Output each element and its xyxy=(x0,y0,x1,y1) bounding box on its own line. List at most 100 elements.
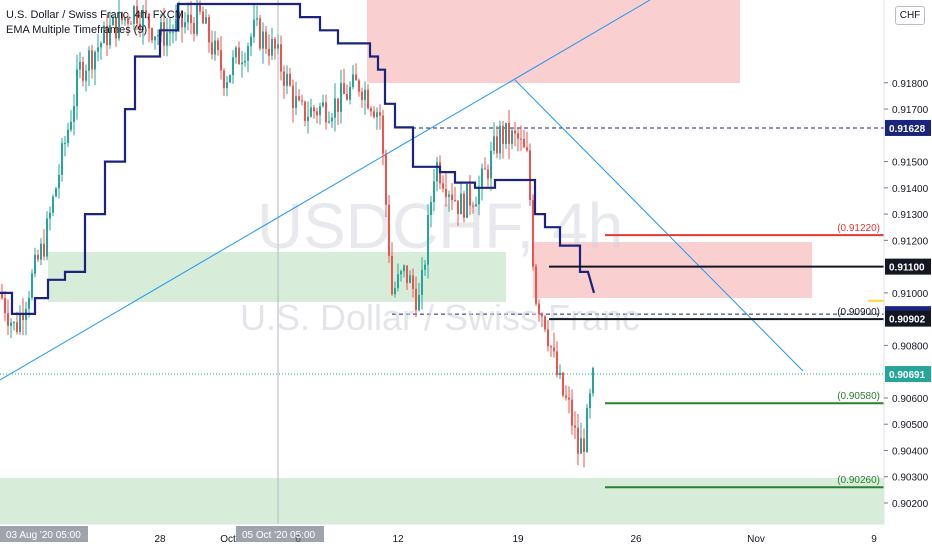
candle xyxy=(319,102,321,125)
candle-body xyxy=(580,438,582,454)
candle-body xyxy=(523,138,525,148)
candle xyxy=(145,0,147,19)
price-tick-label: 0.90800 xyxy=(892,341,929,352)
candle xyxy=(505,122,507,150)
candle-body xyxy=(508,122,510,144)
candle-body xyxy=(493,136,495,151)
candle-body xyxy=(109,25,111,46)
candle-body xyxy=(352,74,354,88)
candle-body xyxy=(46,218,48,257)
candle-body xyxy=(187,14,189,23)
candle xyxy=(427,204,429,279)
candle xyxy=(490,141,492,191)
candle xyxy=(511,127,513,150)
candle xyxy=(175,4,177,41)
candle xyxy=(64,136,66,157)
candle xyxy=(118,0,120,41)
candle-body xyxy=(355,74,357,81)
candle xyxy=(61,137,63,182)
price-axis: 0.91800 0.91700 0.91500 0.91400 0.91300 0.912… xyxy=(883,0,932,550)
candle-body xyxy=(298,96,300,101)
candle xyxy=(466,183,468,219)
candle-body xyxy=(364,89,366,100)
candle-body xyxy=(247,46,249,61)
candle-body xyxy=(436,162,438,182)
candle xyxy=(388,195,390,263)
candle xyxy=(226,75,228,97)
candle-body xyxy=(67,129,69,143)
candle-body xyxy=(91,50,93,70)
candle-body xyxy=(445,188,447,197)
candle xyxy=(310,98,312,118)
candle xyxy=(190,0,192,35)
ema-line xyxy=(0,2,596,315)
candle-body xyxy=(169,32,171,34)
candle xyxy=(208,14,210,53)
candle-body xyxy=(73,106,75,122)
candle xyxy=(571,389,573,435)
candle xyxy=(370,106,372,117)
candle-body xyxy=(280,44,282,72)
candle xyxy=(424,259,426,276)
candle xyxy=(313,104,315,119)
candle-body xyxy=(76,69,78,107)
candle xyxy=(358,78,360,97)
candle xyxy=(52,194,54,217)
candle xyxy=(448,190,450,212)
currency-button[interactable]: CHF xyxy=(895,6,925,25)
candle xyxy=(223,67,225,96)
candle xyxy=(25,301,27,336)
candle xyxy=(163,8,165,57)
crosshair-label-bg xyxy=(236,526,324,542)
candle xyxy=(430,196,432,228)
candle xyxy=(592,366,594,397)
candle xyxy=(484,157,486,170)
candle xyxy=(334,83,336,132)
candle-body xyxy=(391,255,393,295)
candle xyxy=(235,45,237,64)
candle-body xyxy=(442,183,444,189)
candle xyxy=(202,6,204,24)
candle xyxy=(559,364,561,380)
candle xyxy=(262,22,264,64)
candle xyxy=(562,371,564,398)
candle xyxy=(343,68,345,95)
candle-body xyxy=(214,40,216,55)
candle-body xyxy=(340,83,342,112)
candle xyxy=(553,332,555,358)
candle xyxy=(241,51,243,78)
candle xyxy=(544,315,546,332)
candle-body xyxy=(457,200,459,215)
candle-body xyxy=(475,204,477,207)
candle-body xyxy=(241,62,243,65)
candle xyxy=(55,186,57,198)
candle-body xyxy=(193,23,195,35)
candle-body xyxy=(310,107,312,117)
candle-body xyxy=(319,106,321,116)
candle-body xyxy=(502,125,504,145)
price-tag-bg xyxy=(885,366,931,383)
candle-body xyxy=(454,200,456,202)
candle xyxy=(307,101,309,134)
candle xyxy=(253,4,255,43)
candle-body xyxy=(136,6,138,24)
legend: U.S. Dollar / Swiss Franc, 4h, FXCM EMA … xyxy=(6,8,184,38)
candle xyxy=(268,34,270,66)
candle xyxy=(16,311,18,335)
candle xyxy=(475,196,477,207)
price-tag-bg xyxy=(885,119,931,136)
candle-body xyxy=(463,193,465,218)
candle xyxy=(589,388,591,419)
candle xyxy=(40,238,42,266)
candle-body xyxy=(484,168,486,170)
candle-body xyxy=(283,71,285,86)
price-tag-label: 0.90691 xyxy=(889,370,926,381)
candle xyxy=(130,21,132,25)
candle xyxy=(529,143,531,207)
candle-body xyxy=(415,288,417,311)
candle-body xyxy=(229,74,231,83)
grid-layer xyxy=(0,0,884,524)
candle xyxy=(496,125,498,159)
candle xyxy=(127,13,129,37)
